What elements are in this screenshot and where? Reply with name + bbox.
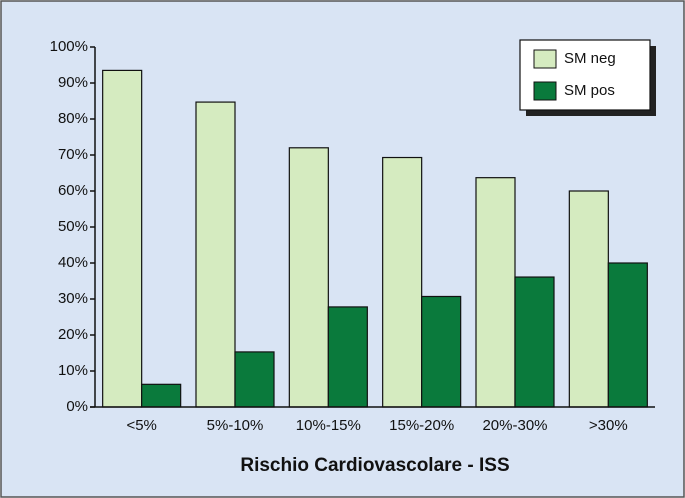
y-tick-label: 10% [58,362,88,379]
x-tick-label: <5% [126,417,156,434]
y-tick-label: 20% [58,326,88,343]
y-tick-label: 0% [66,398,88,415]
y-tick-label: 50% [58,218,88,235]
x-tick-label: 20%-30% [482,417,547,434]
x-tick-label: 5%-10% [207,417,264,434]
bar [102,69,143,408]
bar [327,306,368,408]
y-tick-label: 80% [58,110,88,127]
y-tick-label: 30% [58,290,88,307]
y-tick-label: 40% [58,254,88,271]
legend-label: SM neg [564,50,616,67]
x-tick-label: 10%-15% [296,417,361,434]
bar [141,383,182,408]
bar [234,351,275,408]
bar [382,156,423,408]
legend-label: SM pos [564,82,615,99]
y-tick-label: 60% [58,182,88,199]
y-tick-label: 100% [50,38,88,55]
y-tick-label: 70% [58,146,88,163]
bar [195,101,236,408]
bar [607,262,648,408]
bar [421,295,462,408]
legend-swatch [533,49,557,69]
bar [288,147,329,408]
x-tick-label: 15%-20% [389,417,454,434]
x-axis-title: Rischio Cardiovascolare - ISS [240,455,509,476]
x-tick-label: >30% [589,417,628,434]
y-tick-label: 90% [58,74,88,91]
bar [514,276,555,408]
legend-swatch [533,81,557,101]
bar [568,190,609,408]
bar [475,177,516,408]
